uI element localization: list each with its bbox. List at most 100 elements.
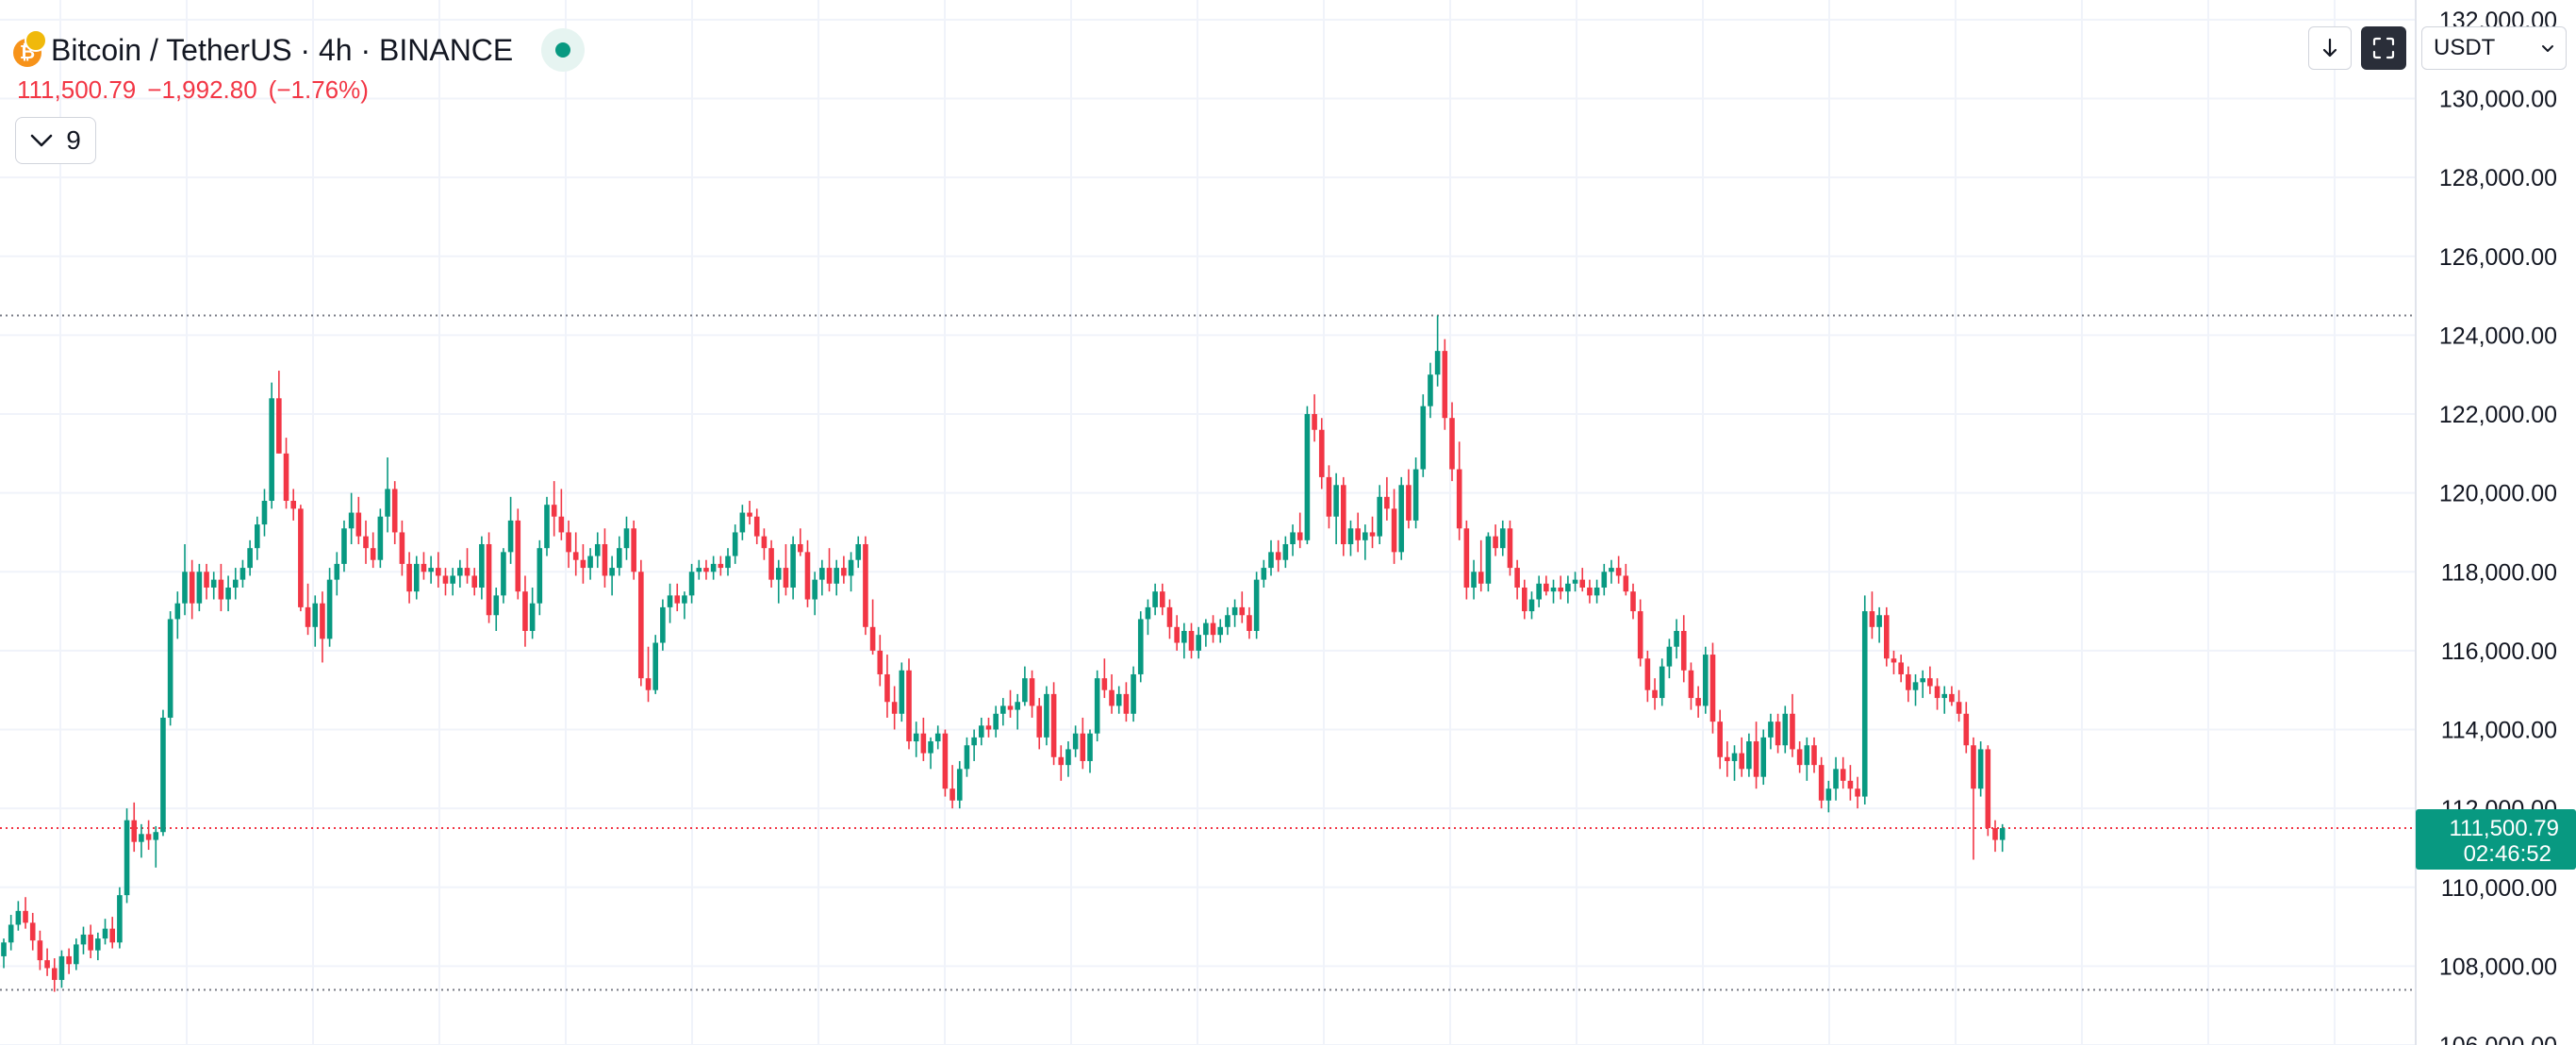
candle-up [1131,666,1136,722]
candle-up [428,556,434,584]
candle-up [1347,520,1354,556]
candle-down [218,563,224,612]
candle-down [920,717,927,761]
candle-down [283,438,289,509]
y-tick-label: 118,000.00 [2441,559,2557,586]
candle-down [1456,441,1462,540]
candle-up [74,938,79,970]
candle-down [363,520,369,564]
candle-down [1709,642,1716,734]
candle-down [1847,765,1854,801]
candle-down [1992,820,1998,853]
grid [0,0,2417,1045]
candle-up [812,572,817,616]
candle-down [1247,606,1252,639]
candle-up [1731,745,1738,781]
candle-down [906,658,912,750]
candle-up [623,516,630,560]
candle-down [421,552,427,580]
fit-screen-button[interactable] [2361,26,2406,70]
candle-up [1550,579,1557,604]
candle-up [1282,536,1289,569]
candle-down [869,599,876,655]
candle-down [1109,673,1115,714]
candle-up [58,950,65,988]
candle-up [225,575,231,612]
candle-down [1239,591,1246,623]
indicators-toggle-button[interactable]: 9 [15,117,96,164]
candle-up [819,559,825,596]
candle-down [1369,516,1376,549]
candle-down [1318,418,1325,489]
candle-up [688,563,695,604]
candle-down [1840,756,1846,789]
candle-down [942,729,949,797]
candle-down [1188,622,1195,659]
candle-down [51,958,58,992]
candle-down [1818,756,1825,809]
candle-up [1,938,7,969]
candle-up [239,559,246,588]
candle-up [1804,737,1810,781]
price-axis[interactable]: 106,000.00108,000.00110,000.00112,000.00… [2416,8,2576,1045]
candle-up [1181,622,1187,659]
candle-down [1449,402,1455,482]
candle-up [377,508,384,569]
candle-down [638,559,644,687]
y-tick-label: 122,000.00 [2439,402,2557,428]
candle-down [1796,741,1803,773]
candle-down [1855,776,1860,809]
candle-up [1565,575,1571,604]
candle-down [1442,339,1448,430]
candle-down [44,948,50,976]
candle-down [1579,568,1586,592]
candle-down [1312,394,1317,442]
candle-up [1760,729,1767,786]
candle-down [863,536,868,636]
candle-up [848,552,854,592]
candle-down [1160,583,1165,616]
candle-up [1304,406,1311,544]
candle-up [739,505,746,540]
candles [1,315,2006,992]
candle-down [826,548,833,592]
candle-down [1050,682,1057,766]
symbol-title[interactable]: Bitcoin / TetherUS · 4h · BINANCE [51,32,514,67]
candle-up [1065,741,1071,777]
chevron-down-icon [2542,44,2553,52]
candle-up [652,635,658,694]
candle-down [1036,698,1043,750]
market-open-status-icon[interactable] [541,28,586,72]
candle-down [1166,599,1173,639]
scroll-to-latest-button[interactable] [2308,26,2352,70]
currency-select[interactable]: USDT [2421,26,2567,70]
candle-up [15,901,22,931]
candle-up [1434,315,1441,387]
candle-down [645,646,652,703]
candle-down [1507,520,1513,576]
candle-up [232,568,239,600]
candle-up [1528,591,1535,620]
candle-down [1007,689,1014,718]
candle-up [210,572,217,600]
y-tick-label: 110,000.00 [2441,875,2557,902]
candle-up [1268,539,1274,576]
candle-down [522,575,528,647]
candle-up [855,536,862,569]
candle-down [370,532,376,569]
candle-down [305,583,311,636]
candle-up [1253,572,1260,639]
chevron-down-icon [30,134,53,147]
candle-up [1000,698,1006,726]
candle-up [1912,673,1919,706]
candle-down [189,559,195,620]
candle-down [877,635,883,687]
candle-up [1485,532,1492,592]
candle-up [1015,693,1020,730]
y-tick-label: 116,000.00 [2441,639,2557,665]
candle-down [1384,476,1390,521]
candle-down [631,520,636,580]
candle-down [515,508,521,600]
candle-down [399,520,405,576]
